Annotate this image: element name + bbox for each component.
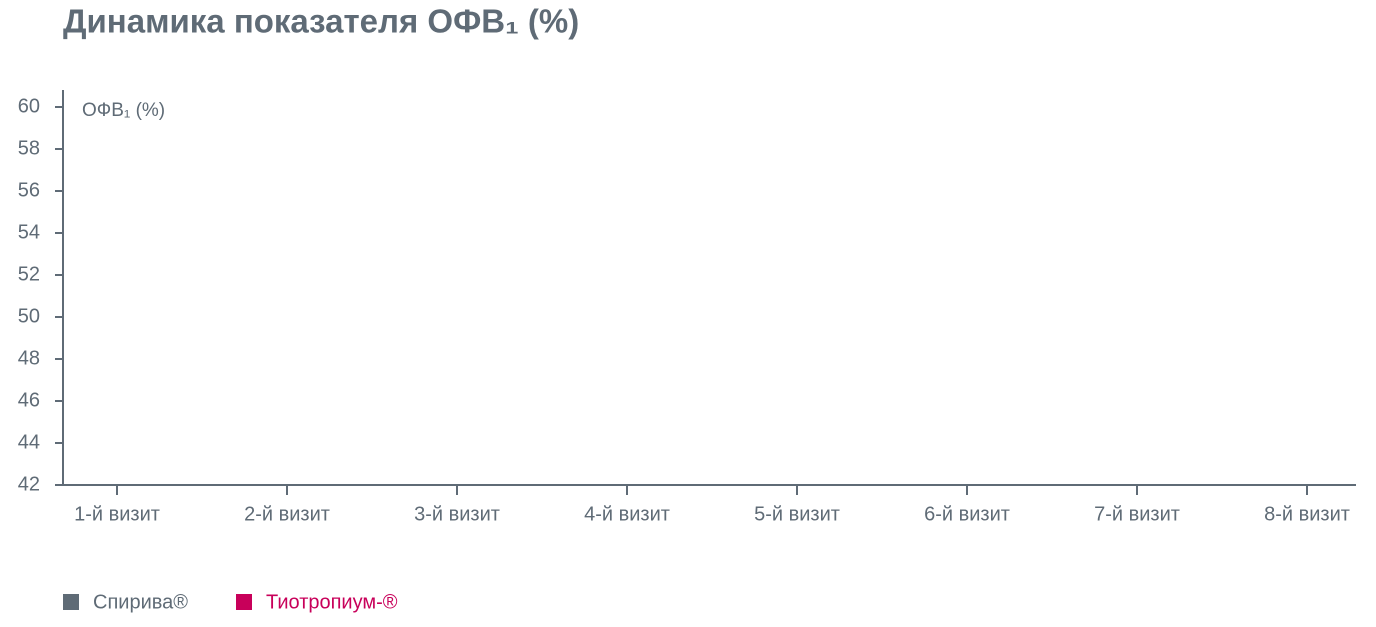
x-tick-label: 4-й визит (584, 503, 670, 525)
x-tick-label: 3-й визит (414, 503, 500, 525)
y-tick-label: 48 (18, 347, 40, 369)
x-tick-label: 1-й визит (74, 503, 160, 525)
legend-swatch (236, 594, 252, 610)
legend-label: Спирива® (93, 591, 188, 613)
y-tick-label: 60 (18, 95, 40, 117)
y-tick-label: 42 (18, 473, 40, 495)
legend-label: Тиотропиум-® (266, 591, 398, 613)
x-tick-label: 8-й визит (1264, 503, 1350, 525)
y-tick-label: 52 (18, 263, 40, 285)
chart-title: Динамика показателя ОФВ₁ (%) (63, 3, 579, 40)
y-tick-label: 46 (18, 389, 40, 411)
x-tick-label: 6-й визит (924, 503, 1010, 525)
x-tick-label: 2-й визит (244, 503, 330, 525)
legend-swatch (63, 594, 79, 610)
y-tick-label: 58 (18, 137, 40, 159)
x-tick-label: 5-й визит (754, 503, 840, 525)
y-tick-label: 44 (18, 431, 40, 453)
x-tick-label: 7-й визит (1094, 503, 1180, 525)
y-tick-label: 50 (18, 305, 40, 327)
y-axis-label: ОФВ₁ (%) (82, 100, 165, 121)
y-tick-label: 56 (18, 179, 40, 201)
y-tick-label: 54 (18, 221, 40, 243)
